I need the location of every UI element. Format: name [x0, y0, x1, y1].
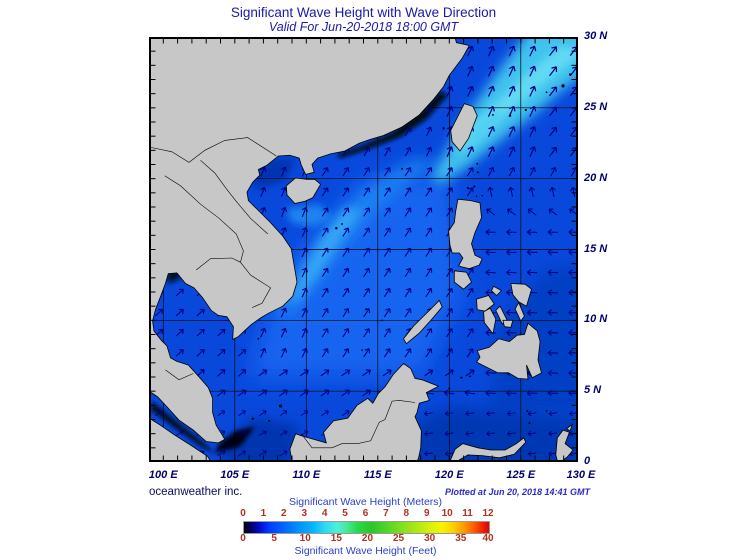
lat-label-5N: 5 N — [584, 384, 602, 397]
feet-tick-10: 10 — [299, 533, 311, 544]
land-taiwan — [450, 103, 478, 152]
map-canvas — [149, 37, 578, 462]
lon-label-125E: 125 E — [506, 469, 536, 481]
country-borders — [149, 137, 416, 449]
feet-tick-25: 25 — [393, 533, 405, 544]
colorbar-title-feet: Significant Wave Height (Feet) — [294, 545, 437, 557]
credit-oceanweather: oceanweather inc. — [149, 486, 243, 498]
lon-label-120E: 120 E — [434, 469, 464, 481]
lon-label-130E: 130 E — [566, 469, 596, 481]
land-leyte — [514, 301, 525, 322]
meters-tick-3: 3 — [301, 508, 308, 519]
meters-tick-10: 10 — [441, 508, 453, 519]
lon-label-105E: 105 E — [220, 469, 250, 481]
meters-tick-0: 0 — [240, 508, 246, 519]
meters-tick-11: 11 — [462, 508, 473, 519]
meters-tick-8: 8 — [403, 508, 410, 519]
feet-tick-5: 5 — [271, 533, 277, 544]
feet-tick-30: 30 — [424, 533, 436, 544]
feet-tick-40: 40 — [482, 533, 494, 544]
colorbar-gradient — [243, 521, 490, 534]
land-hainan — [285, 177, 322, 204]
map-layers — [149, 37, 578, 462]
degree-ticks — [151, 39, 576, 460]
land-morotai — [565, 423, 574, 432]
land-borneo — [289, 362, 440, 462]
map-frame-border — [149, 37, 578, 462]
meters-tick-7: 7 — [383, 508, 389, 519]
land-palawan — [403, 299, 443, 345]
lat-label-0: 0 — [584, 455, 591, 467]
land-masbate — [491, 285, 503, 297]
lat-label-15N: 15 N — [584, 242, 608, 255]
map-svg — [149, 37, 578, 462]
land-panay — [476, 295, 495, 312]
colorbar-title-meters: Significant Wave Height (Meters) — [288, 496, 443, 508]
meters-tick-2: 2 — [281, 508, 287, 519]
land-mindoro — [453, 270, 472, 290]
land-cebu — [495, 305, 508, 325]
lat-label-25N: 25 N — [584, 100, 608, 113]
lon-label-110E: 110 E — [292, 469, 321, 481]
feet-tick-0: 0 — [240, 533, 246, 544]
island-dots — [251, 73, 572, 425]
land-sumatra — [149, 417, 212, 462]
lat-label-10N: 10 N — [584, 313, 608, 326]
meters-tick-5: 5 — [342, 508, 348, 519]
lon-label-115E: 115 E — [363, 469, 392, 481]
meters-tick-12: 12 — [482, 508, 494, 519]
land-luzon — [448, 198, 483, 270]
land-bohol — [502, 319, 514, 328]
lat-label-20N: 20 N — [584, 171, 608, 184]
land-mindanao — [475, 322, 542, 380]
chart-subtitle: Valid For Jun-20-2018 18:00 GMT — [268, 20, 459, 34]
lon-label-100E: 100 E — [148, 469, 178, 481]
land-masses — [149, 37, 574, 462]
land-mainland — [149, 37, 470, 444]
feet-tick-35: 35 — [455, 533, 467, 544]
land-samar — [510, 283, 532, 307]
credit-plotted-at: Plotted at Jun 20, 2018 14:41 GMT — [444, 487, 590, 497]
feet-tick-15: 15 — [330, 533, 342, 544]
lat-label-30N: 30 N — [584, 30, 608, 42]
meters-tick-1: 1 — [260, 508, 267, 519]
meters-tick-4: 4 — [321, 508, 328, 519]
meters-tick-9: 9 — [423, 508, 430, 519]
feet-tick-20: 20 — [361, 533, 374, 544]
meters-tick-6: 6 — [362, 508, 369, 519]
chart-title: Significant Wave Height with Wave Direct… — [230, 5, 497, 20]
